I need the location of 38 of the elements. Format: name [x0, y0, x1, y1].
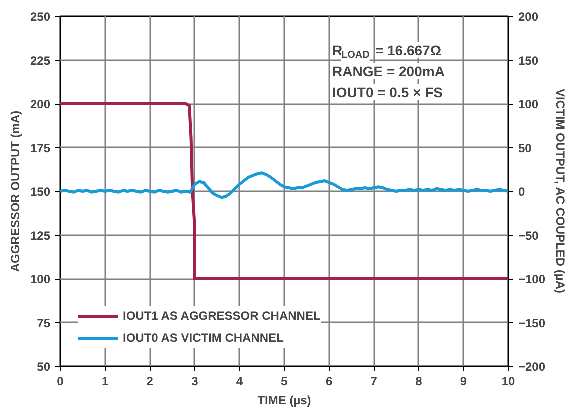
x-tick-label: 1	[102, 374, 109, 388]
y2-tick-label: 0	[518, 185, 526, 199]
y-tick-label: 125	[30, 228, 51, 243]
y-tick-label: 50	[37, 360, 51, 374]
y-tick-label: 250	[30, 10, 51, 24]
y-tick-label: 225	[30, 54, 51, 68]
y-tick-label: 100	[30, 272, 51, 286]
annotation: RANGE = 200mA	[332, 64, 445, 80]
y2-tick-label: −200	[518, 360, 546, 374]
x-tick-label: 10	[502, 374, 516, 388]
x-axis-title: TIME (µs)	[258, 394, 312, 408]
x-tick-label: 4	[236, 374, 244, 388]
y2-tick-label: 100	[518, 98, 539, 112]
y2-tick-label: 150	[518, 54, 539, 68]
x-tick-label: 2	[146, 374, 154, 388]
legend-label: IOUT1 AS AGGRESSOR CHANNEL	[123, 309, 321, 323]
line-series	[60, 102, 508, 280]
y2-tick-label: −50	[518, 228, 540, 243]
x-tick-label: 7	[370, 374, 378, 388]
y-tick-label: 175	[30, 141, 51, 156]
line-series	[60, 172, 508, 200]
annotation: IOUT0 = 0.5 × FS	[332, 84, 443, 100]
y2-tick-label: −100	[518, 272, 546, 286]
y-axis-title: AGGRESSOR OUTPUT (mA)	[8, 110, 22, 272]
y-tick-label: 75	[37, 316, 51, 330]
y2-axis-title: VICTIM OUTPUT, AC COUPLED (µA)	[554, 89, 568, 294]
x-tick-label: 5	[281, 374, 288, 388]
y2-tick-label: 200	[518, 10, 539, 24]
x-tick-label: 6	[326, 374, 333, 388]
y-tick-label: 150	[30, 185, 51, 199]
x-tick-label: 8	[416, 374, 423, 388]
x-tick-label: 0	[57, 374, 64, 388]
y2-tick-label: −150	[518, 316, 546, 330]
x-tick-label: 3	[192, 374, 199, 388]
x-tick-label: 9	[460, 374, 468, 388]
legend-label: IOUT0 AS VICTIM CHANNEL	[123, 331, 284, 345]
y2-tick-label: 50	[518, 141, 532, 156]
y-tick-label: 200	[30, 98, 51, 112]
